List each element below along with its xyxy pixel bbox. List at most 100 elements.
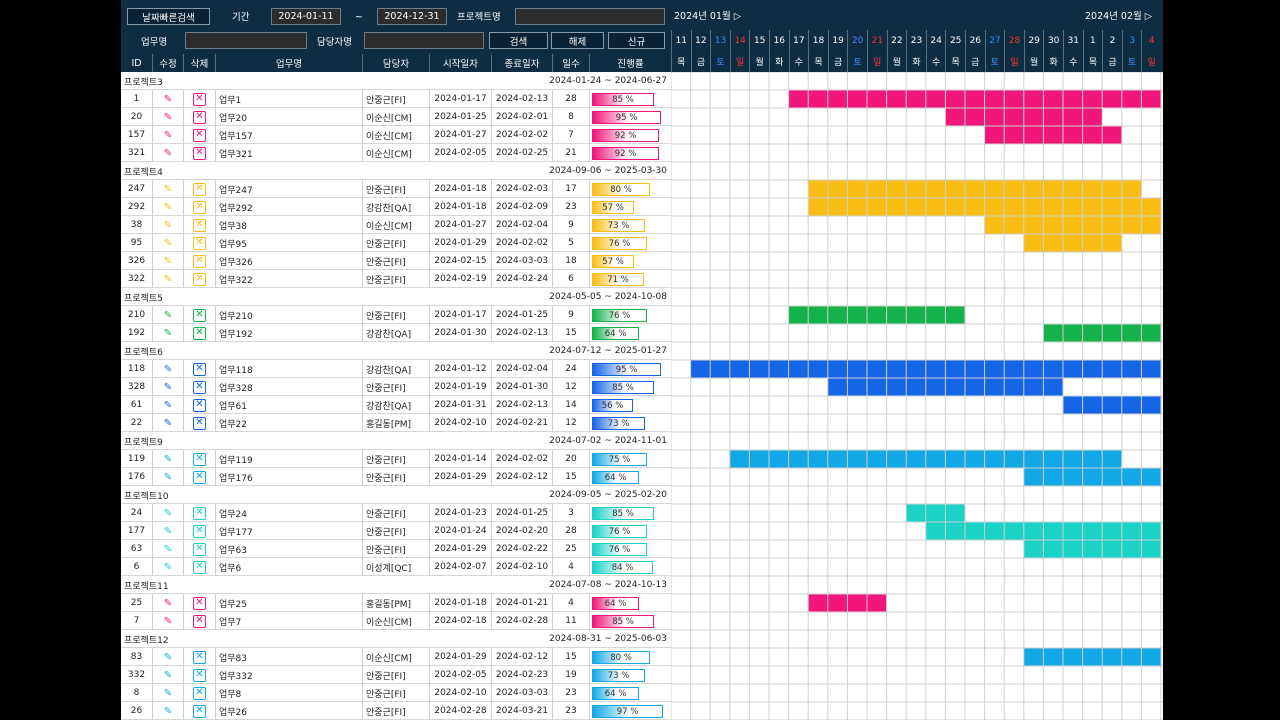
gantt-bar-cell[interactable] xyxy=(1121,468,1142,486)
gantt-bar-cell[interactable] xyxy=(984,378,1005,396)
pencil-icon[interactable]: ✎ xyxy=(163,309,173,321)
month-jan-label[interactable]: 2024년 01월 ▷ xyxy=(674,11,742,22)
pencil-icon[interactable]: ✎ xyxy=(163,219,173,231)
gantt-bar-cell[interactable] xyxy=(1082,540,1103,558)
gantt-bar-cell[interactable] xyxy=(808,90,828,108)
gantt-bar-cell[interactable] xyxy=(808,450,828,468)
gantt-bar-cell[interactable] xyxy=(1082,360,1103,378)
search-button[interactable]: 검색 xyxy=(489,32,548,49)
gantt-bar-cell[interactable] xyxy=(965,198,985,216)
gantt-bar-cell[interactable] xyxy=(1063,540,1083,558)
gantt-bar-cell[interactable] xyxy=(1082,234,1103,252)
gantt-bar-cell[interactable] xyxy=(847,198,867,216)
gantt-bar-cell[interactable] xyxy=(1141,360,1161,378)
gantt-bar-cell[interactable] xyxy=(1102,90,1122,108)
gantt-bar-cell[interactable] xyxy=(1004,216,1024,234)
col-header-task-name[interactable]: 업무명 xyxy=(216,54,363,72)
task-row[interactable]: 292 ✎ ✕ 업무292 강감찬[QA] 2024-01-18 2024-02-09 23 5… xyxy=(121,198,671,216)
gantt-bar-cell[interactable] xyxy=(1043,648,1063,666)
delete-x-icon[interactable]: ✕ xyxy=(193,236,206,250)
gantt-bar-cell[interactable] xyxy=(925,522,946,540)
gantt-bar-cell[interactable] xyxy=(906,504,926,522)
gantt-bar-cell[interactable] xyxy=(1082,396,1103,414)
gantt-bar-cell[interactable] xyxy=(925,378,946,396)
gantt-bar-cell[interactable] xyxy=(1043,360,1063,378)
gantt-bar-cell[interactable] xyxy=(945,522,965,540)
task-row[interactable]: 22 ✎ ✕ 업무22 홍길동[PM] 2024-02-10 2024-02-21 12 73 … xyxy=(121,414,671,432)
gantt-bar-cell[interactable] xyxy=(1141,198,1161,216)
pencil-icon[interactable]: ✎ xyxy=(163,417,173,429)
task-row[interactable]: 38 ✎ ✕ 업무38 이순신[CM] 2024-01-27 2024-02-04 9 73 % xyxy=(121,216,671,234)
gantt-bar-cell[interactable] xyxy=(1023,648,1044,666)
gantt-bar-cell[interactable] xyxy=(827,360,848,378)
gantt-bar-cell[interactable] xyxy=(1121,396,1142,414)
gantt-bar-cell[interactable] xyxy=(1063,108,1083,126)
gantt-bar-cell[interactable] xyxy=(1121,324,1142,342)
task-row[interactable]: 322 ✎ ✕ 업무322 안중근[FI] 2024-02-19 2024-02-24 6 71… xyxy=(121,270,671,288)
delete-x-icon[interactable]: ✕ xyxy=(193,326,206,340)
gantt-bar-cell[interactable] xyxy=(1102,360,1122,378)
delete-x-icon[interactable]: ✕ xyxy=(193,416,206,430)
gantt-bar-cell[interactable] xyxy=(886,378,907,396)
gantt-bar-cell[interactable] xyxy=(1004,522,1024,540)
gantt-bar-cell[interactable] xyxy=(1082,90,1103,108)
gantt-bar-cell[interactable] xyxy=(886,450,907,468)
delete-x-icon[interactable]: ✕ xyxy=(193,200,206,214)
gantt-bar-cell[interactable] xyxy=(945,306,965,324)
gantt-bar-cell[interactable] xyxy=(1043,90,1063,108)
gantt-bar-cell[interactable] xyxy=(1043,468,1063,486)
gantt-bar-cell[interactable] xyxy=(1082,450,1103,468)
gantt-bar-cell[interactable] xyxy=(769,360,789,378)
pencil-icon[interactable]: ✎ xyxy=(163,129,173,141)
pencil-icon[interactable]: ✎ xyxy=(163,471,173,483)
owner-name-input[interactable] xyxy=(364,32,484,49)
clear-button[interactable]: 해제 xyxy=(551,32,604,49)
gantt-bar-cell[interactable] xyxy=(1063,450,1083,468)
gantt-bar-cell[interactable] xyxy=(984,216,1005,234)
col-header-owner[interactable]: 담당자 xyxy=(363,54,430,72)
gantt-bar-cell[interactable] xyxy=(1102,540,1122,558)
gantt-bar-cell[interactable] xyxy=(1102,324,1122,342)
gantt-bar-cell[interactable] xyxy=(1141,90,1161,108)
gantt-bar-cell[interactable] xyxy=(1082,648,1103,666)
gantt-bar-cell[interactable] xyxy=(945,504,965,522)
gantt-bar-cell[interactable] xyxy=(1004,180,1024,198)
gantt-bar-cell[interactable] xyxy=(984,126,1005,144)
gantt-bar-cell[interactable] xyxy=(769,450,789,468)
gantt-bar-cell[interactable] xyxy=(1023,180,1044,198)
gantt-bar-cell[interactable] xyxy=(808,198,828,216)
pencil-icon[interactable]: ✎ xyxy=(163,237,173,249)
gantt-bar-cell[interactable] xyxy=(1043,378,1063,396)
delete-x-icon[interactable]: ✕ xyxy=(193,470,206,484)
col-header-days[interactable]: 일수 xyxy=(553,54,590,72)
gantt-bar-cell[interactable] xyxy=(1004,108,1024,126)
gantt-bar-cell[interactable] xyxy=(1043,216,1063,234)
pencil-icon[interactable]: ✎ xyxy=(163,453,173,465)
gantt-bar-cell[interactable] xyxy=(1082,216,1103,234)
task-row[interactable]: 61 ✎ ✕ 업무61 강감찬[QA] 2024-01-31 2024-02-13 14 56 … xyxy=(121,396,671,414)
gantt-bar-cell[interactable] xyxy=(1063,126,1083,144)
gantt-bar-cell[interactable] xyxy=(945,198,965,216)
gantt-bar-cell[interactable] xyxy=(1043,324,1063,342)
delete-x-icon[interactable]: ✕ xyxy=(193,704,206,718)
task-row[interactable]: 119 ✎ ✕ 업무119 안중근[FI] 2024-01-14 2024-02-02 20 7… xyxy=(121,450,671,468)
gantt-bar-cell[interactable] xyxy=(1063,234,1083,252)
quick-date-search-button[interactable]: 날짜빠른검색 xyxy=(127,8,210,25)
pencil-icon[interactable]: ✎ xyxy=(163,561,173,573)
delete-x-icon[interactable]: ✕ xyxy=(193,398,206,412)
task-row[interactable]: 321 ✎ ✕ 업무321 이순신[CM] 2024-02-05 2024-02-25 21 9… xyxy=(121,144,671,162)
gantt-bar-cell[interactable] xyxy=(1063,522,1083,540)
gantt-bar-cell[interactable] xyxy=(945,378,965,396)
gantt-bar-cell[interactable] xyxy=(867,378,887,396)
gantt-bar-cell[interactable] xyxy=(965,450,985,468)
pencil-icon[interactable]: ✎ xyxy=(163,327,173,339)
gantt-bar-cell[interactable] xyxy=(847,306,867,324)
task-row[interactable]: 7 ✎ ✕ 업무7 이순신[CM] 2024-02-18 2024-02-28 11 85 % xyxy=(121,612,671,630)
gantt-bar-cell[interactable] xyxy=(1063,648,1083,666)
gantt-bar-cell[interactable] xyxy=(1102,468,1122,486)
gantt-bar-cell[interactable] xyxy=(1102,126,1122,144)
gantt-bar-cell[interactable] xyxy=(1043,540,1063,558)
gantt-bar-cell[interactable] xyxy=(690,360,711,378)
gantt-bar-cell[interactable] xyxy=(1102,180,1122,198)
gantt-bar-cell[interactable] xyxy=(1004,90,1024,108)
